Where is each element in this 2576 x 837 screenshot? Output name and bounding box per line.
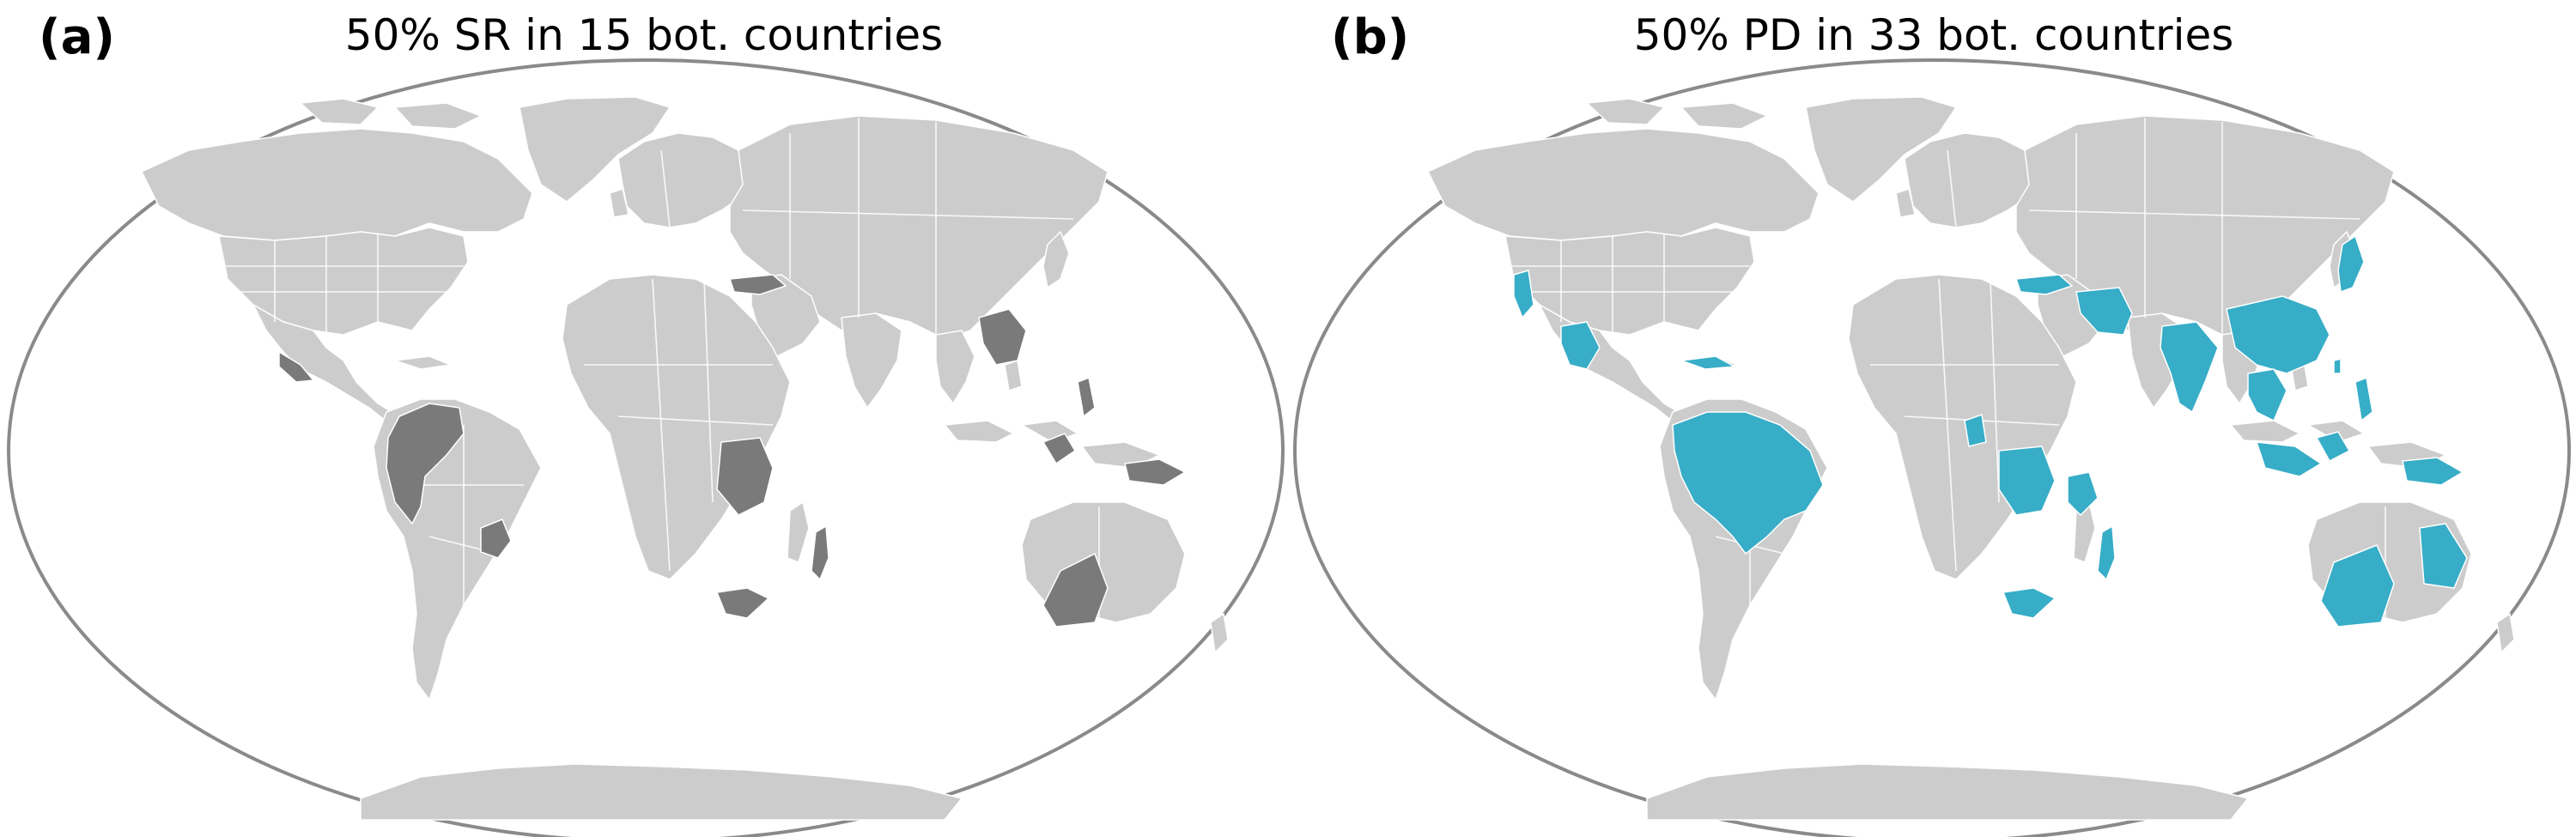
panel-a: (a) 50% SR in 15 bot. countries xyxy=(7,9,1285,837)
panel-b: (b) 50% PD in 33 bot. countries xyxy=(1293,9,2571,837)
panel-letter: (b) xyxy=(1331,9,1409,65)
panel-title: 50% PD in 33 bot. countries xyxy=(1634,10,2234,60)
panel-title: 50% SR in 15 bot. countries xyxy=(345,10,943,60)
panel-letter: (a) xyxy=(39,9,115,65)
